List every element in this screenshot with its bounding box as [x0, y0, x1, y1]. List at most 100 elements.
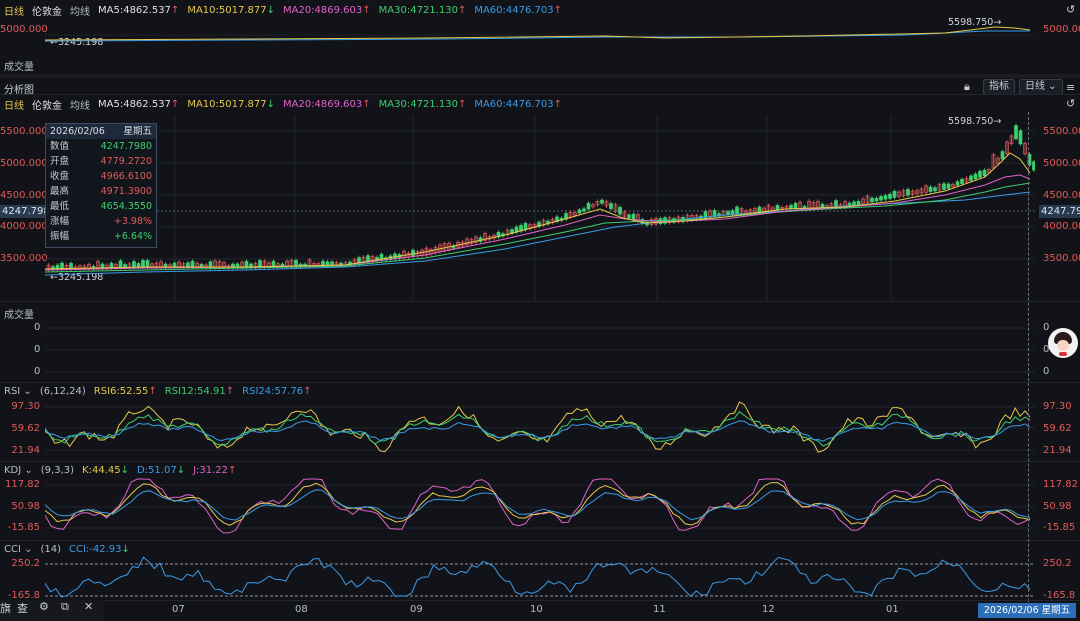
- mini-peak-label: 5598.750→: [948, 17, 1002, 28]
- cci-tick-right: -165.8: [1043, 590, 1076, 601]
- volume-title: 成交量: [4, 310, 34, 321]
- ma60-value: MA60:4476.703↑: [474, 98, 562, 110]
- cci-legend: CCI ⌄ (14) CCI:-42.93↓: [4, 543, 130, 556]
- candle-body: [946, 183, 951, 189]
- kdj-tick-right: 50.98: [1043, 501, 1072, 512]
- candle-body: [919, 188, 924, 194]
- rsi-tick-left: 97.30: [11, 401, 40, 412]
- candle-body: [222, 262, 226, 269]
- candle-body: [883, 195, 888, 200]
- close-icon[interactable]: ✕: [84, 600, 94, 613]
- y-tick-left: 4000.000: [0, 221, 48, 232]
- tooltip-row: 最低 4654.3550: [46, 199, 156, 214]
- volume-tick-left: 0: [34, 322, 41, 333]
- main-price-chart[interactable]: [45, 115, 1035, 300]
- indicator-button[interactable]: 指标: [983, 79, 1015, 95]
- candle-body: [591, 204, 595, 208]
- rsi6-value: RSI6:52.55↑: [93, 386, 157, 397]
- peak-label: 5598.750→: [948, 116, 1002, 127]
- ma30-value: MA30:4721.130↑: [378, 98, 467, 110]
- kdj-name[interactable]: KDJ ⌄: [4, 465, 33, 476]
- window-icon[interactable]: ⧉: [61, 600, 69, 613]
- candle-body: [969, 175, 973, 181]
- x-tick: 11: [653, 604, 666, 615]
- rsi-name[interactable]: RSI ⌄: [4, 386, 32, 397]
- candle-body: [856, 200, 861, 205]
- mini-volume-title: 成交量: [4, 62, 34, 73]
- rsi-tick-right: 21.94: [1043, 445, 1072, 456]
- y-tick-right: 4500.000: [1043, 190, 1080, 201]
- tooltip-row: 涨幅 +3.98%: [46, 214, 156, 229]
- candle-body: [717, 213, 721, 217]
- tooltip-value: 4654.3550: [100, 201, 152, 212]
- x-tick: 10: [530, 604, 543, 615]
- candle-body: [442, 243, 447, 251]
- crosshair-value-right: 4247.798: [1039, 205, 1080, 218]
- candle-body: [973, 173, 978, 180]
- candle-body: [735, 206, 739, 215]
- volume-tick-right: 0: [1043, 366, 1050, 377]
- candle-body: [730, 210, 735, 215]
- candle-body: [982, 169, 987, 177]
- rsi-tick-right: 59.62: [1043, 423, 1072, 434]
- candle-body: [582, 208, 586, 212]
- rsi24-line: [45, 420, 1031, 442]
- candle-body: [613, 204, 618, 212]
- tooltip-row: 收盘 4966.6100: [46, 169, 156, 184]
- period-label: 日线: [4, 100, 24, 112]
- ma20-value: MA20:4869.603↑: [282, 98, 371, 110]
- cci-name[interactable]: CCI ⌄: [4, 544, 33, 555]
- y-tick-left: 4500.000: [0, 190, 48, 201]
- candle-body: [964, 178, 969, 183]
- rsi-params: (6,12,24): [39, 386, 86, 397]
- ma5-value: MA5:4862.537↑: [98, 98, 180, 110]
- y-tick-left: 3500.000: [0, 253, 48, 264]
- candle-body: [888, 193, 892, 199]
- x-tick: 12: [762, 604, 775, 615]
- main-legend: 日线 伦敦金 均线 MA5:4862.537↑ MA10:5017.877↓ M…: [4, 97, 562, 112]
- candle-body: [1009, 135, 1014, 145]
- flag-icon[interactable]: 旗: [0, 602, 11, 615]
- assistant-avatar[interactable]: [1048, 328, 1078, 358]
- settings-icon[interactable]: ⚙: [39, 600, 49, 613]
- candle-body: [874, 197, 879, 202]
- j-value: J:31.22↑: [193, 465, 237, 476]
- candle-body: [132, 261, 136, 268]
- y-tick-left: 5000.000: [0, 158, 48, 169]
- tooltip-label: 开盘: [50, 156, 70, 167]
- candle-body: [987, 168, 991, 173]
- candle-body: [748, 209, 753, 213]
- rsi-chart: [45, 401, 1035, 453]
- tooltip-label: 最低: [50, 201, 70, 212]
- tooltip-value: +6.64%: [113, 231, 152, 242]
- candle-body: [618, 207, 622, 215]
- candle-body: [145, 260, 150, 268]
- y-tick-left: 5500.000: [0, 126, 48, 137]
- candle-body: [870, 197, 874, 203]
- mini-legend: 日线 伦敦金 均线 MA5:4862.537↑ MA10:5017.877↓ M…: [4, 3, 562, 18]
- kdj-tick-left: 117.82: [5, 479, 40, 490]
- volume-chart: [45, 327, 1035, 373]
- candle-body: [910, 190, 915, 195]
- undo-icon[interactable]: ↺: [1066, 3, 1076, 16]
- low-label: ←3245.198: [50, 272, 104, 283]
- ohlc-tooltip: 2026/02/06 星期五 数值 4247.7980 开盘 4779.2720 收盘 4…: [45, 123, 157, 248]
- ma10-line: [45, 152, 1031, 270]
- candle-body: [1000, 151, 1005, 160]
- candle-body: [991, 154, 996, 169]
- rsi-tick-right: 97.30: [1043, 401, 1072, 412]
- menu-icon[interactable]: ≡: [1066, 81, 1076, 94]
- candle-body: [906, 189, 910, 196]
- analysis-title: 分析图: [4, 85, 34, 96]
- search-icon[interactable]: 查: [17, 602, 28, 615]
- undo-icon[interactable]: ↺: [1066, 97, 1076, 110]
- tooltip-row: 开盘 4779.2720: [46, 154, 156, 169]
- volume-tick-left: 0: [34, 344, 41, 355]
- candle-body: [744, 210, 748, 214]
- rsi24-value: RSI24:57.76↑: [242, 386, 312, 397]
- mini-ma-line: [45, 30, 1030, 42]
- period-select[interactable]: 日线 ⌄: [1019, 79, 1063, 95]
- candle-body: [892, 190, 897, 198]
- ma60-value: MA60:4476.703↑: [474, 4, 562, 16]
- lock-icon[interactable]: 🔒︎: [964, 80, 970, 93]
